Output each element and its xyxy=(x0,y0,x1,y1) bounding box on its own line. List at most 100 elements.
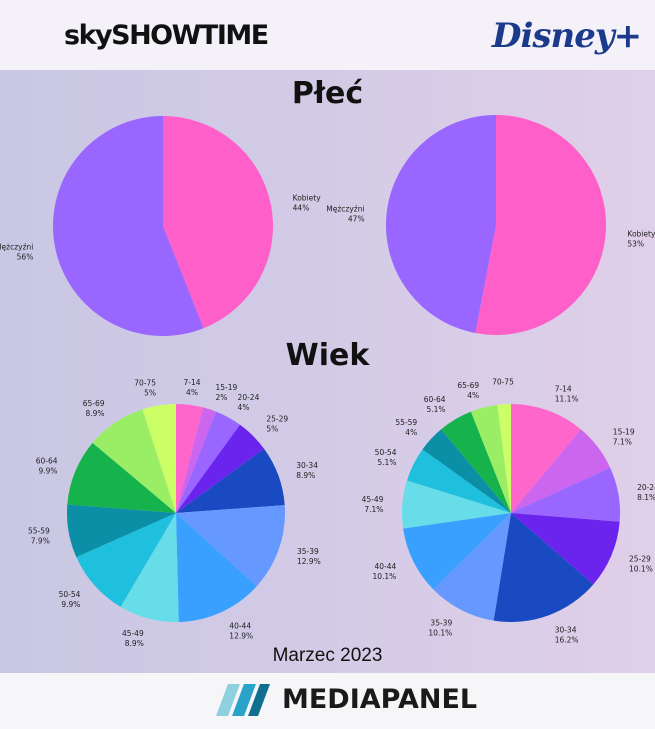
pie-slice xyxy=(176,411,240,513)
slice-value-label: 4% xyxy=(405,428,417,437)
slice-category-label: 40-44 xyxy=(229,621,251,630)
slice-value-label: 8.9% xyxy=(85,409,104,418)
slice-value-label: 5% xyxy=(266,424,278,433)
slice-value-label: 16.2% xyxy=(555,635,579,644)
pie-slice xyxy=(493,513,594,622)
slice-value-label: 8.1% xyxy=(637,493,655,502)
slice-category-label: 70-75 xyxy=(134,379,156,388)
pie-slice xyxy=(76,513,176,607)
pie-slice xyxy=(176,513,257,622)
pie-slice xyxy=(176,424,265,513)
slice-category-label: 25-29 xyxy=(629,554,651,563)
date-footnote: Marzec 2023 xyxy=(272,645,383,666)
slice-category-label: 7-14 xyxy=(183,378,200,387)
gender-section-title: Płeć xyxy=(291,76,364,111)
slice-value-label: 7.1% xyxy=(364,505,383,514)
slice-category-label: 20-24 xyxy=(637,483,655,492)
pie-wiek-skyshowtime: 7-144%15-192% 20-244%25-295%30-348.9%35-3… xyxy=(28,378,321,648)
footer-bar xyxy=(0,673,655,729)
slice-value-label: 56% xyxy=(17,253,34,262)
pie-slice xyxy=(406,449,511,513)
pie-slice xyxy=(142,404,176,513)
slice-value-label: 10.1% xyxy=(372,572,396,581)
pie-wiek-disney: 7-1411.1%15-197.1%20-248.1%25-2910.1%30-… xyxy=(362,377,655,644)
slice-category-label: 60-64 xyxy=(424,395,446,404)
slice-value-label: 9.9% xyxy=(61,600,80,609)
slice-value-label: 10.1% xyxy=(629,564,653,573)
slice-category-label: 70-75 xyxy=(492,377,514,386)
pie-slice xyxy=(163,116,274,329)
slice-value-label: 7.9% xyxy=(31,537,50,546)
slice-category-label: 35-39 xyxy=(430,619,452,628)
header-bar: skySHOWTIME Disney+ xyxy=(0,0,655,70)
slice-value-label: 12.9% xyxy=(229,631,253,640)
slice-value-label: 12.9% xyxy=(297,557,321,566)
slice-category-label: 40-44 xyxy=(374,562,396,571)
slice-category-label: 65-69 xyxy=(457,381,479,390)
pie-slice xyxy=(470,404,511,513)
slice-value-label: 8.9% xyxy=(125,639,144,648)
slice-category-label: 35-39 xyxy=(297,547,319,556)
mediapanel-mark-icon xyxy=(216,684,270,716)
slice-category-label: Kobiety xyxy=(293,193,322,202)
pie-slice xyxy=(497,404,511,513)
pie-slice xyxy=(511,513,620,585)
slice-value-label: 4% xyxy=(186,388,198,397)
pie-slice xyxy=(386,115,496,334)
slice-value-label: 5.1% xyxy=(377,458,396,467)
skyshowtime-logo: skySHOWTIME xyxy=(64,20,269,51)
pie-slice xyxy=(403,513,511,590)
slice-value-label: 7.1% xyxy=(613,437,632,446)
pie-slice xyxy=(511,467,620,522)
slice-value-label: 4% xyxy=(238,403,250,412)
slice-value-label: 8.9% xyxy=(296,471,315,480)
slice-value-label: 5.1% xyxy=(426,405,445,414)
pie-slice xyxy=(176,407,217,513)
pie-slice xyxy=(120,513,179,622)
slice-value-label: 5% xyxy=(144,389,156,398)
slice-category-label: Mężczyźni xyxy=(0,243,33,252)
slice-value-label: 11.1% xyxy=(555,395,579,404)
slice-category-label: 55-59 xyxy=(28,527,50,536)
slice-category-label: 60-64 xyxy=(36,456,58,465)
slice-category-label: 65-69 xyxy=(83,399,105,408)
slice-category-label: 30-34 xyxy=(296,461,318,470)
age-section-title: Wiek xyxy=(285,338,370,373)
pie-slice xyxy=(511,429,611,513)
slice-category-label: 15-19 xyxy=(215,383,237,392)
slice-value-label: 47% xyxy=(348,215,365,224)
pie-slice xyxy=(92,409,176,513)
slice-category-label: 45-49 xyxy=(362,495,384,504)
slice-category-label: 25-29 xyxy=(266,414,288,423)
pie-slice xyxy=(511,404,581,513)
mediapanel-logo: MEDIAPANEL xyxy=(282,684,478,715)
slice-category-label: 55-59 xyxy=(395,418,417,427)
pie-slice xyxy=(176,505,285,587)
slice-category-label: 45-49 xyxy=(122,629,144,638)
slice-category-label: 15-19 xyxy=(613,427,635,436)
slice-category-label: 20-24 xyxy=(238,393,260,402)
slice-category-label: 50-54 xyxy=(375,448,397,457)
slice-category-label: Mężczyźni xyxy=(326,205,364,214)
pie-slice xyxy=(67,442,176,513)
pie-slice xyxy=(441,411,511,513)
slice-value-label: 2% xyxy=(215,393,227,402)
slice-category-label: Kobiety xyxy=(627,229,655,238)
pie-slice xyxy=(67,504,176,558)
pie-slice xyxy=(176,448,285,513)
slice-category-label: 7-14 xyxy=(555,385,572,394)
pie-slice xyxy=(401,480,511,529)
slice-value-label: 10.1% xyxy=(428,629,452,638)
pie-slice xyxy=(52,116,204,336)
pie-slice xyxy=(475,115,607,335)
slice-value-label: 9.9% xyxy=(38,466,57,475)
disney-plus-logo: Disney+ xyxy=(492,16,642,56)
pie-slice xyxy=(176,404,204,513)
pie-slice xyxy=(422,429,511,513)
slice-value-label: 4% xyxy=(467,391,479,400)
slice-category-label: 30-34 xyxy=(555,625,577,634)
pie-slice xyxy=(433,513,511,621)
